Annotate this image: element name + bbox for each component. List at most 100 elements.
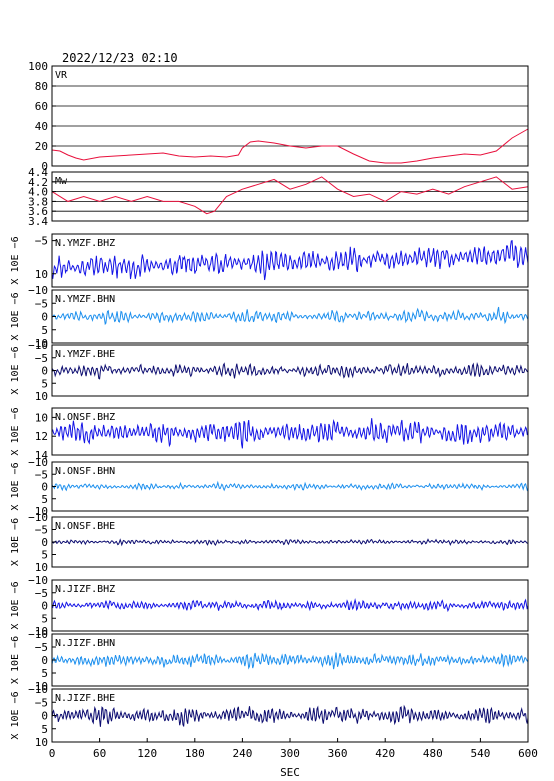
y-tick-label: −5 (35, 641, 48, 654)
series-line-mw (51, 176, 529, 215)
x-tick-label: 240 (232, 747, 252, 760)
y-tick-label: 20 (35, 140, 48, 153)
y-tick-label: 5 (41, 324, 48, 337)
x-axis-label: SEC (280, 766, 300, 779)
y-tick-label: −10 (28, 511, 48, 524)
y-tick-label: 5 (41, 723, 48, 736)
y-tick-label: −5 (35, 297, 48, 310)
y-tick-label: −5 (35, 352, 48, 365)
panel-frame (51, 633, 529, 687)
series-line-jizf_bhn (51, 652, 529, 670)
y-tick-label: 14 (35, 449, 49, 462)
y-tick-label: −10 (28, 628, 48, 641)
series-line-jizf_bhe (51, 704, 529, 727)
panel-frame (51, 516, 529, 568)
x-tick-label: 480 (423, 747, 443, 760)
y-axis-unit-label: X 10E −6 (10, 581, 21, 629)
panel-label: N.YMZF.BHE (55, 349, 115, 360)
y-tick-label: 0 (41, 311, 48, 324)
y-tick-label: 100 (28, 60, 48, 73)
y-tick-label: −5 (35, 235, 48, 248)
y-tick-label: 3.6 (28, 205, 48, 218)
series-line-ymzf_bhz (51, 239, 529, 281)
y-tick-label: 5 (41, 667, 48, 680)
panel-label: Mw (55, 176, 68, 187)
series-line-onsf_bhe (51, 538, 529, 547)
y-axis-unit-label: X 10E −6 (10, 636, 21, 684)
panel-label: VR (55, 70, 68, 81)
x-tick-label: 420 (375, 747, 395, 760)
panel-vr: 0 20 40 60 80 100 VR (28, 60, 529, 173)
y-tick-label: −5 (35, 587, 48, 600)
series-line-onsf_bhn (51, 480, 529, 492)
y-tick-label: 10 (35, 505, 48, 518)
series-line-onsf_bhz (51, 418, 529, 449)
y-axis-unit-label: X 10E −6 (10, 691, 21, 739)
x-tick-label: 120 (137, 747, 157, 760)
y-tick-label: 5 (41, 612, 48, 625)
y-tick-label: 0 (41, 536, 48, 549)
series-line-jizf_bhz (51, 598, 529, 613)
panel-frame (51, 65, 529, 167)
y-tick-label: 40 (35, 120, 48, 133)
y-tick-label: 10 (35, 268, 48, 281)
y-tick-label: −5 (35, 468, 48, 481)
y-tick-label: 0 (41, 710, 48, 723)
y-tick-label: 10 (35, 411, 48, 424)
panel-frame (51, 233, 529, 288)
y-tick-label: 12 (35, 430, 48, 443)
y-tick-label: 60 (35, 100, 48, 113)
y-tick-label: 3.4 (28, 215, 48, 228)
panel-label: N.ONSF.BHN (55, 466, 115, 477)
y-tick-label: 4.2 (28, 176, 48, 189)
x-tick-label: 540 (470, 747, 490, 760)
x-tick-label: 60 (93, 747, 106, 760)
series-line-ymzf_bhn (51, 306, 529, 326)
panel-ymzf_bhe: −10−505 10 N.YMZF.BHE X 10E −6 (10, 339, 529, 403)
y-tick-label: 5 (41, 549, 48, 562)
panel-label: N.JIZF.BHZ (55, 584, 115, 595)
panel-onsf_bhz: 10 12 14 N.ONSF.BHZ X 10E −6 (10, 407, 529, 462)
y-tick-label: 0 (41, 365, 48, 378)
y-tick-label: 10 (35, 337, 48, 350)
y-tick-label: −5 (35, 524, 48, 537)
panel-frame (51, 407, 529, 456)
y-tick-label: 4.4 (28, 166, 48, 179)
y-tick-label: 0 (41, 160, 48, 173)
y-tick-label: 4.0 (28, 186, 48, 199)
y-axis-unit-label: X 10E −6 (10, 518, 21, 566)
y-tick-label: 10 (35, 625, 48, 638)
chart-title: 2022/12/23 02:10 (62, 51, 178, 65)
x-tick-label: 300 (280, 747, 300, 760)
y-tick-label: 10 (35, 680, 48, 693)
y-tick-label: 80 (35, 80, 48, 93)
plot-panels: 020406080100VR3.43.63.84.04.24.4Mw−510N.… (10, 60, 529, 749)
y-tick-label: −10 (28, 456, 48, 469)
y-axis-unit-label: X 10E −6 (10, 462, 21, 510)
panel-ymzf_bhz: −5 10 N.YMZF.BHZ X 10E −6 (10, 233, 529, 288)
y-axis-unit-label: X 10E −6 (10, 292, 21, 340)
y-tick-label: 5 (41, 377, 48, 390)
x-axis: 0 60 120 180 240 300 360 420 480 540 600 (49, 738, 538, 760)
panel-label: N.JIZF.BHE (55, 693, 115, 704)
y-tick-label: 10 (35, 561, 48, 574)
panel-mw: 3.43.63.84.04.24.4 Mw (28, 166, 529, 228)
series-line-vr (51, 128, 529, 164)
x-tick-label: 360 (328, 747, 348, 760)
y-tick-label: 10 (35, 736, 48, 749)
y-axis-unit-label: X 10E −6 (10, 407, 21, 455)
y-tick-label: −5 (35, 696, 48, 709)
y-tick-label: 3.8 (28, 195, 48, 208)
y-tick-label: −10 (28, 339, 48, 352)
panel-label: N.JIZF.BHN (55, 638, 115, 649)
y-tick-label: −10 (28, 284, 48, 297)
y-axis-unit-label: X 10E −6 (10, 346, 21, 394)
y-tick-label: −10 (28, 574, 48, 587)
